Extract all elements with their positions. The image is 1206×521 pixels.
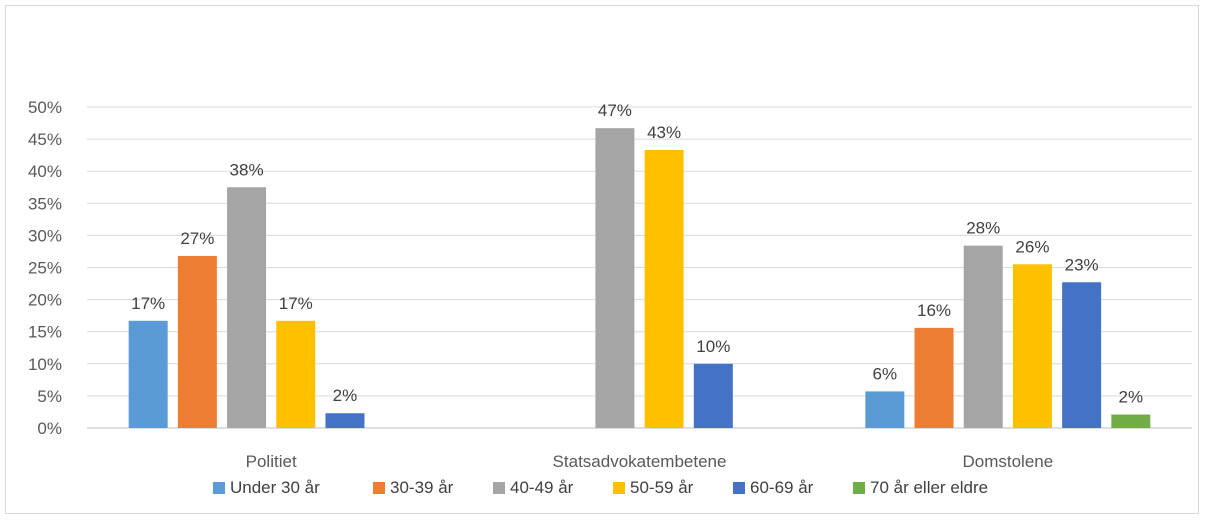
- bar: [128, 320, 168, 428]
- y-tick-label: 40%: [28, 162, 62, 181]
- legend-item: 30-39 år: [373, 478, 454, 497]
- legend-label: 40-49 år: [510, 478, 574, 497]
- legend-item: 50-59 år: [613, 478, 694, 497]
- legend-swatch: [733, 482, 745, 494]
- y-tick-label: 15%: [28, 323, 62, 342]
- legend-swatch: [213, 482, 225, 494]
- y-tick-label: 0%: [37, 419, 62, 438]
- bar: [1062, 282, 1102, 428]
- bar: [914, 327, 954, 428]
- bar: [644, 150, 684, 428]
- legend-item: 40-49 år: [493, 478, 574, 497]
- bar: [1111, 414, 1151, 428]
- data-label: 6%: [873, 364, 898, 383]
- legend-item: 70 år eller eldre: [853, 478, 988, 497]
- legend-label: 70 år eller eldre: [870, 478, 988, 497]
- data-label: 16%: [917, 301, 951, 320]
- data-label: 38%: [230, 160, 264, 179]
- bar: [963, 245, 1003, 428]
- x-tick-label: Politiet: [246, 452, 297, 471]
- y-tick-label: 20%: [28, 291, 62, 310]
- bar: [693, 363, 733, 428]
- bar: [276, 320, 316, 428]
- y-tick-label: 10%: [28, 355, 62, 374]
- bar: [177, 255, 217, 428]
- legend-label: 50-59 år: [630, 478, 694, 497]
- bar: [325, 413, 365, 428]
- x-axis-ticks: Politiet Statsadvokatembetene Domstolene: [246, 452, 1054, 471]
- legend-swatch: [853, 482, 865, 494]
- data-label: 10%: [696, 337, 730, 356]
- bar: [1012, 264, 1052, 428]
- gridlines: [87, 106, 1192, 429]
- data-label: 2%: [333, 386, 358, 405]
- legend-swatch: [373, 482, 385, 494]
- bars: [128, 128, 1151, 428]
- data-label: 2%: [1119, 388, 1144, 407]
- legend-swatch: [613, 482, 625, 494]
- legend-item: 60-69 år: [733, 478, 814, 497]
- x-tick-label: Domstolene: [962, 452, 1053, 471]
- y-tick-label: 50%: [28, 98, 62, 117]
- data-label: 28%: [966, 219, 1000, 238]
- bar: [227, 187, 267, 428]
- y-tick-label: 30%: [28, 226, 62, 245]
- y-tick-label: 5%: [37, 387, 62, 406]
- bar: [595, 128, 635, 428]
- data-label: 27%: [180, 229, 214, 248]
- legend-swatch: [493, 482, 505, 494]
- y-tick-label: 25%: [28, 259, 62, 278]
- data-labels: 17% 27% 38% 17% 2% 47% 43% 10% 6% 16% 28% 26% 23% 2%: [131, 101, 1143, 406]
- y-tick-label: 45%: [28, 130, 62, 149]
- legend: Under 30 år 30-39 år 40-49 år 50-59 år 60-69…: [213, 478, 988, 497]
- y-axis-ticks: 0% 5% 10% 15% 20% 25% 30% 35% 40% 45% 50%: [28, 98, 62, 438]
- data-label: 26%: [1015, 237, 1049, 256]
- legend-label: 60-69 år: [750, 478, 814, 497]
- bar: [865, 391, 905, 428]
- data-label: 43%: [647, 123, 681, 142]
- legend-label: Under 30 år: [230, 478, 320, 497]
- legend-item: Under 30 år: [213, 478, 320, 497]
- y-tick-label: 35%: [28, 194, 62, 213]
- data-label: 47%: [598, 101, 632, 120]
- legend-label: 30-39 år: [390, 478, 454, 497]
- x-tick-label: Statsadvokatembetene: [553, 452, 727, 471]
- data-label: 17%: [279, 294, 313, 313]
- data-label: 17%: [131, 294, 165, 313]
- data-label: 23%: [1065, 255, 1099, 274]
